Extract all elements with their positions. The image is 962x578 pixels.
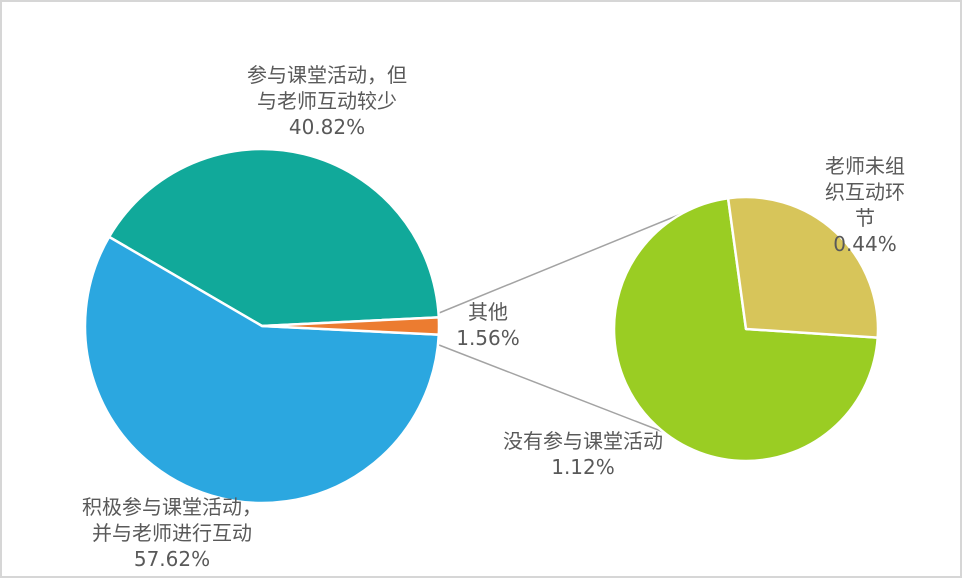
main-pie-slice-1[interactable] <box>83 235 441 505</box>
series-connector-line <box>438 213 682 314</box>
main-pie-slice-0[interactable] <box>107 147 441 328</box>
secondary-pie-slice-1[interactable] <box>726 195 880 339</box>
main-pie-slice-2[interactable] <box>260 316 441 336</box>
series-connector-line <box>438 344 667 434</box>
